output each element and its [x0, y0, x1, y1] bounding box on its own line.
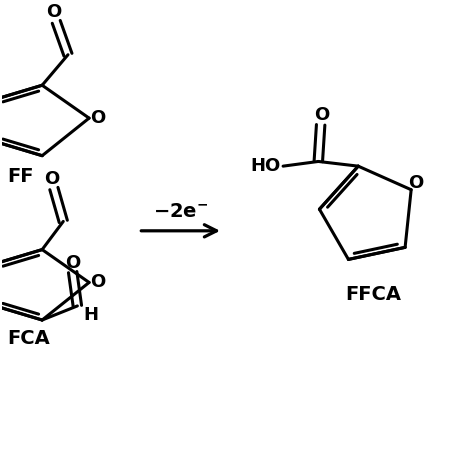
- Text: O: O: [314, 107, 329, 125]
- Text: O: O: [44, 170, 59, 188]
- Text: O: O: [46, 3, 62, 21]
- Text: HO: HO: [250, 157, 281, 175]
- Text: O: O: [90, 109, 105, 127]
- Text: FF: FF: [7, 167, 34, 186]
- Text: $\mathbf{-2e^{-}}$: $\mathbf{-2e^{-}}$: [153, 201, 208, 220]
- Text: H: H: [83, 306, 98, 324]
- Text: O: O: [65, 254, 80, 272]
- Text: FFCA: FFCA: [345, 285, 401, 304]
- Text: O: O: [90, 273, 105, 292]
- Text: O: O: [408, 173, 423, 191]
- Text: FCA: FCA: [7, 329, 50, 348]
